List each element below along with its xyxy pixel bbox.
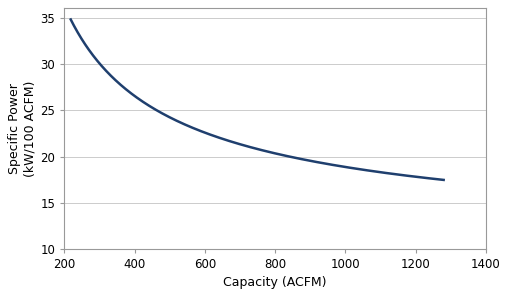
Y-axis label: Specific Power
(kW/100 ACFM): Specific Power (kW/100 ACFM) <box>8 81 36 177</box>
X-axis label: Capacity (ACFM): Capacity (ACFM) <box>223 276 327 289</box>
